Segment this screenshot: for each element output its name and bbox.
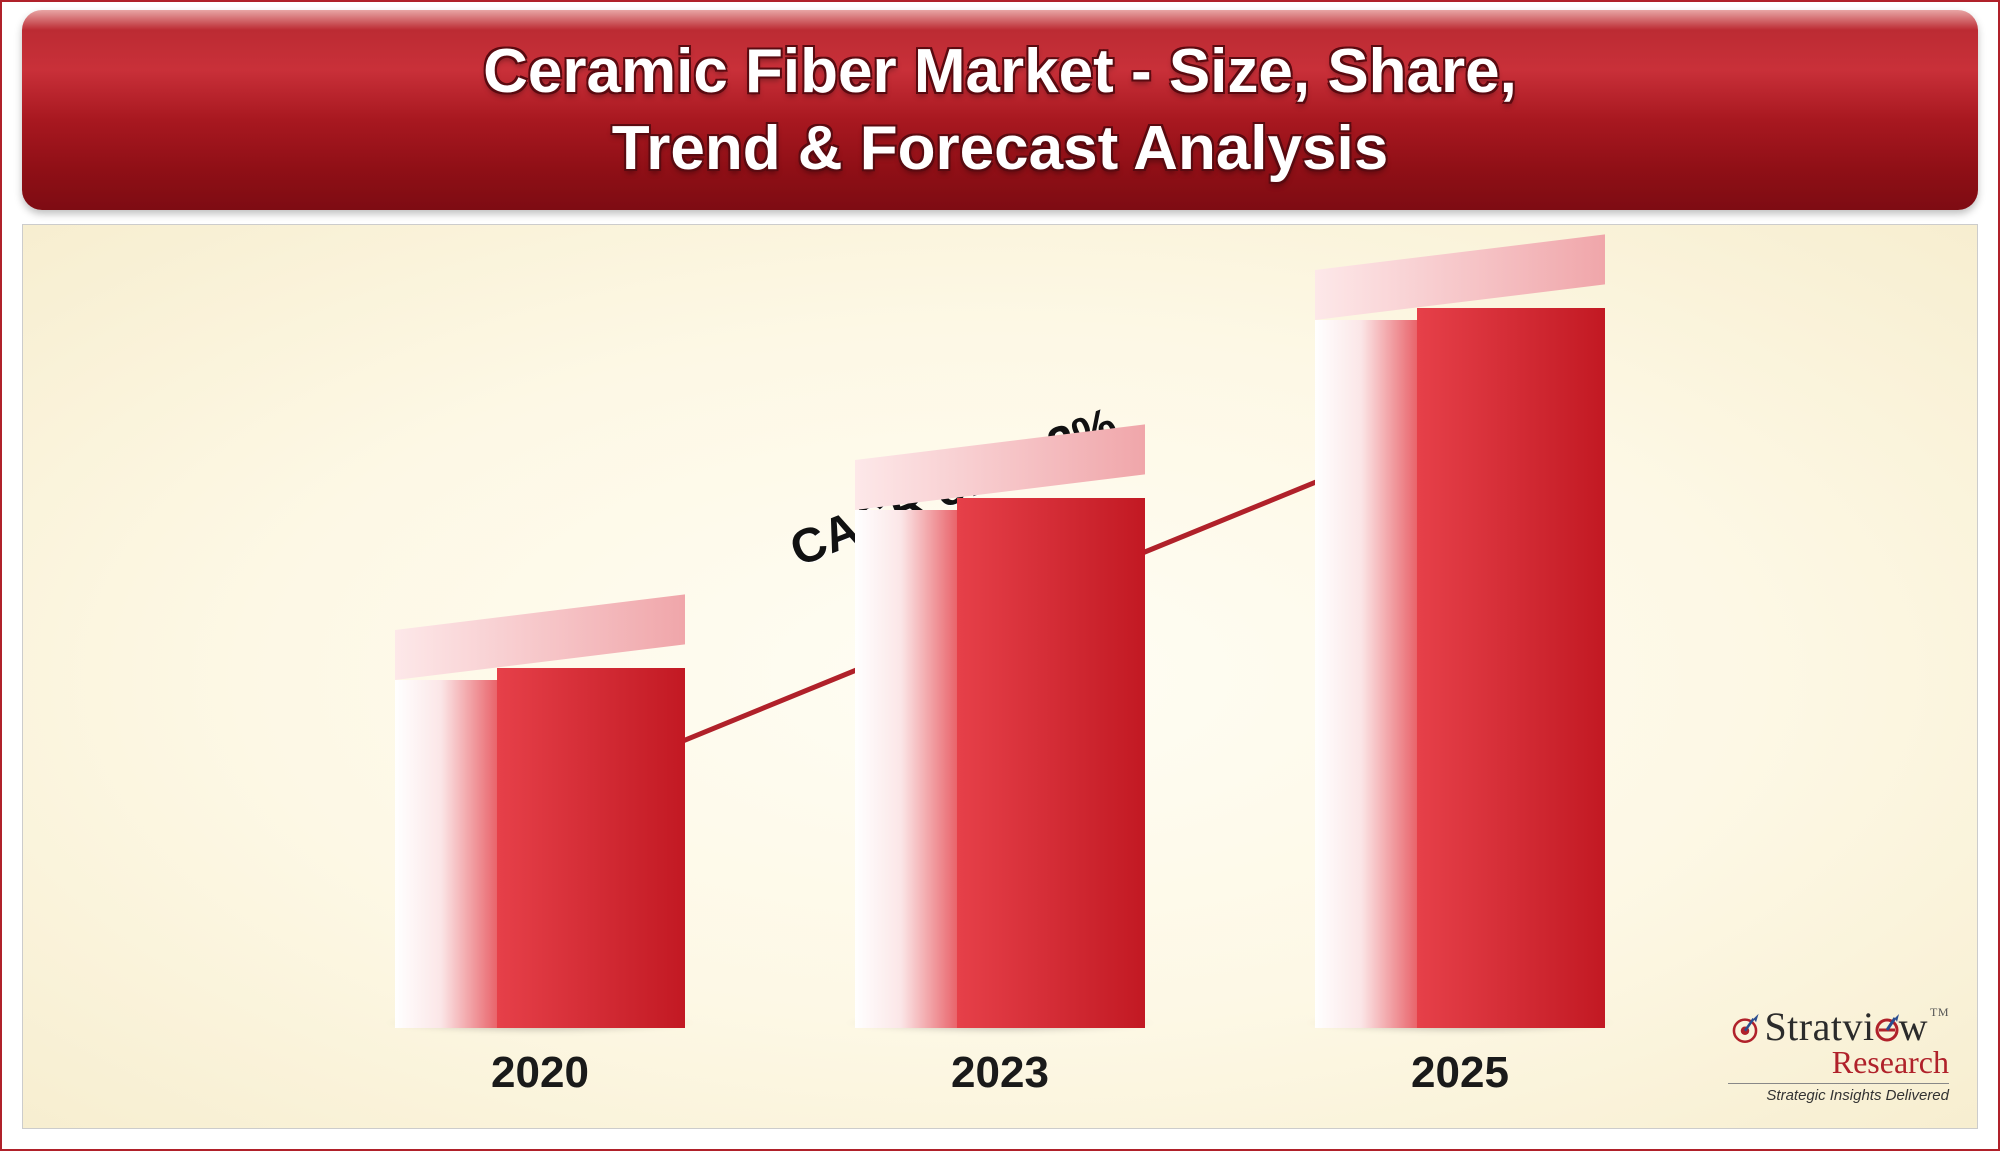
bar-side-face [1315, 320, 1417, 1028]
brand-e-icon [1875, 1006, 1899, 1048]
infographic-frame: Ceramic Fiber Market - Size, Share, Tren… [0, 0, 2000, 1151]
brand-sub: Research [1728, 1046, 1949, 1080]
bars-row: 2020 2023 2025 [23, 308, 1977, 1028]
bar-front-face [1417, 308, 1606, 1028]
brand-mark-icon [1728, 1012, 1762, 1046]
bar-front-face [957, 498, 1146, 1028]
bar-2023: 2023 [855, 498, 1145, 1028]
bar-label: 2020 [491, 1048, 589, 1098]
bar-2020: 2020 [395, 668, 685, 1028]
bar-label: 2023 [951, 1048, 1049, 1098]
bar-2025: 2025 [1315, 308, 1605, 1028]
brand-tagline: Strategic Insights Delivered [1728, 1083, 1949, 1104]
bar-front-face [497, 668, 686, 1028]
brand-tm: TM [1930, 1005, 1949, 1019]
brand-suffix: w [1899, 1004, 1928, 1049]
bar-side-face [855, 510, 957, 1028]
bar-side-face [395, 680, 497, 1028]
brand-name: Stratvi wTM [1728, 1006, 1949, 1048]
title-line-1: Ceramic Fiber Market - Size, Share, [483, 33, 1517, 111]
bar-label: 2025 [1411, 1048, 1509, 1098]
title-banner: Ceramic Fiber Market - Size, Share, Tren… [22, 10, 1978, 210]
brand-logo: Stratvi wTM Research Strategic Insights … [1728, 1006, 1949, 1104]
brand-prefix: Stratvi [1764, 1004, 1874, 1049]
title-line-2: Trend & Forecast Analysis [612, 110, 1388, 188]
chart-area: 202020232025 CAGR of 11.2% Str [22, 224, 1978, 1129]
